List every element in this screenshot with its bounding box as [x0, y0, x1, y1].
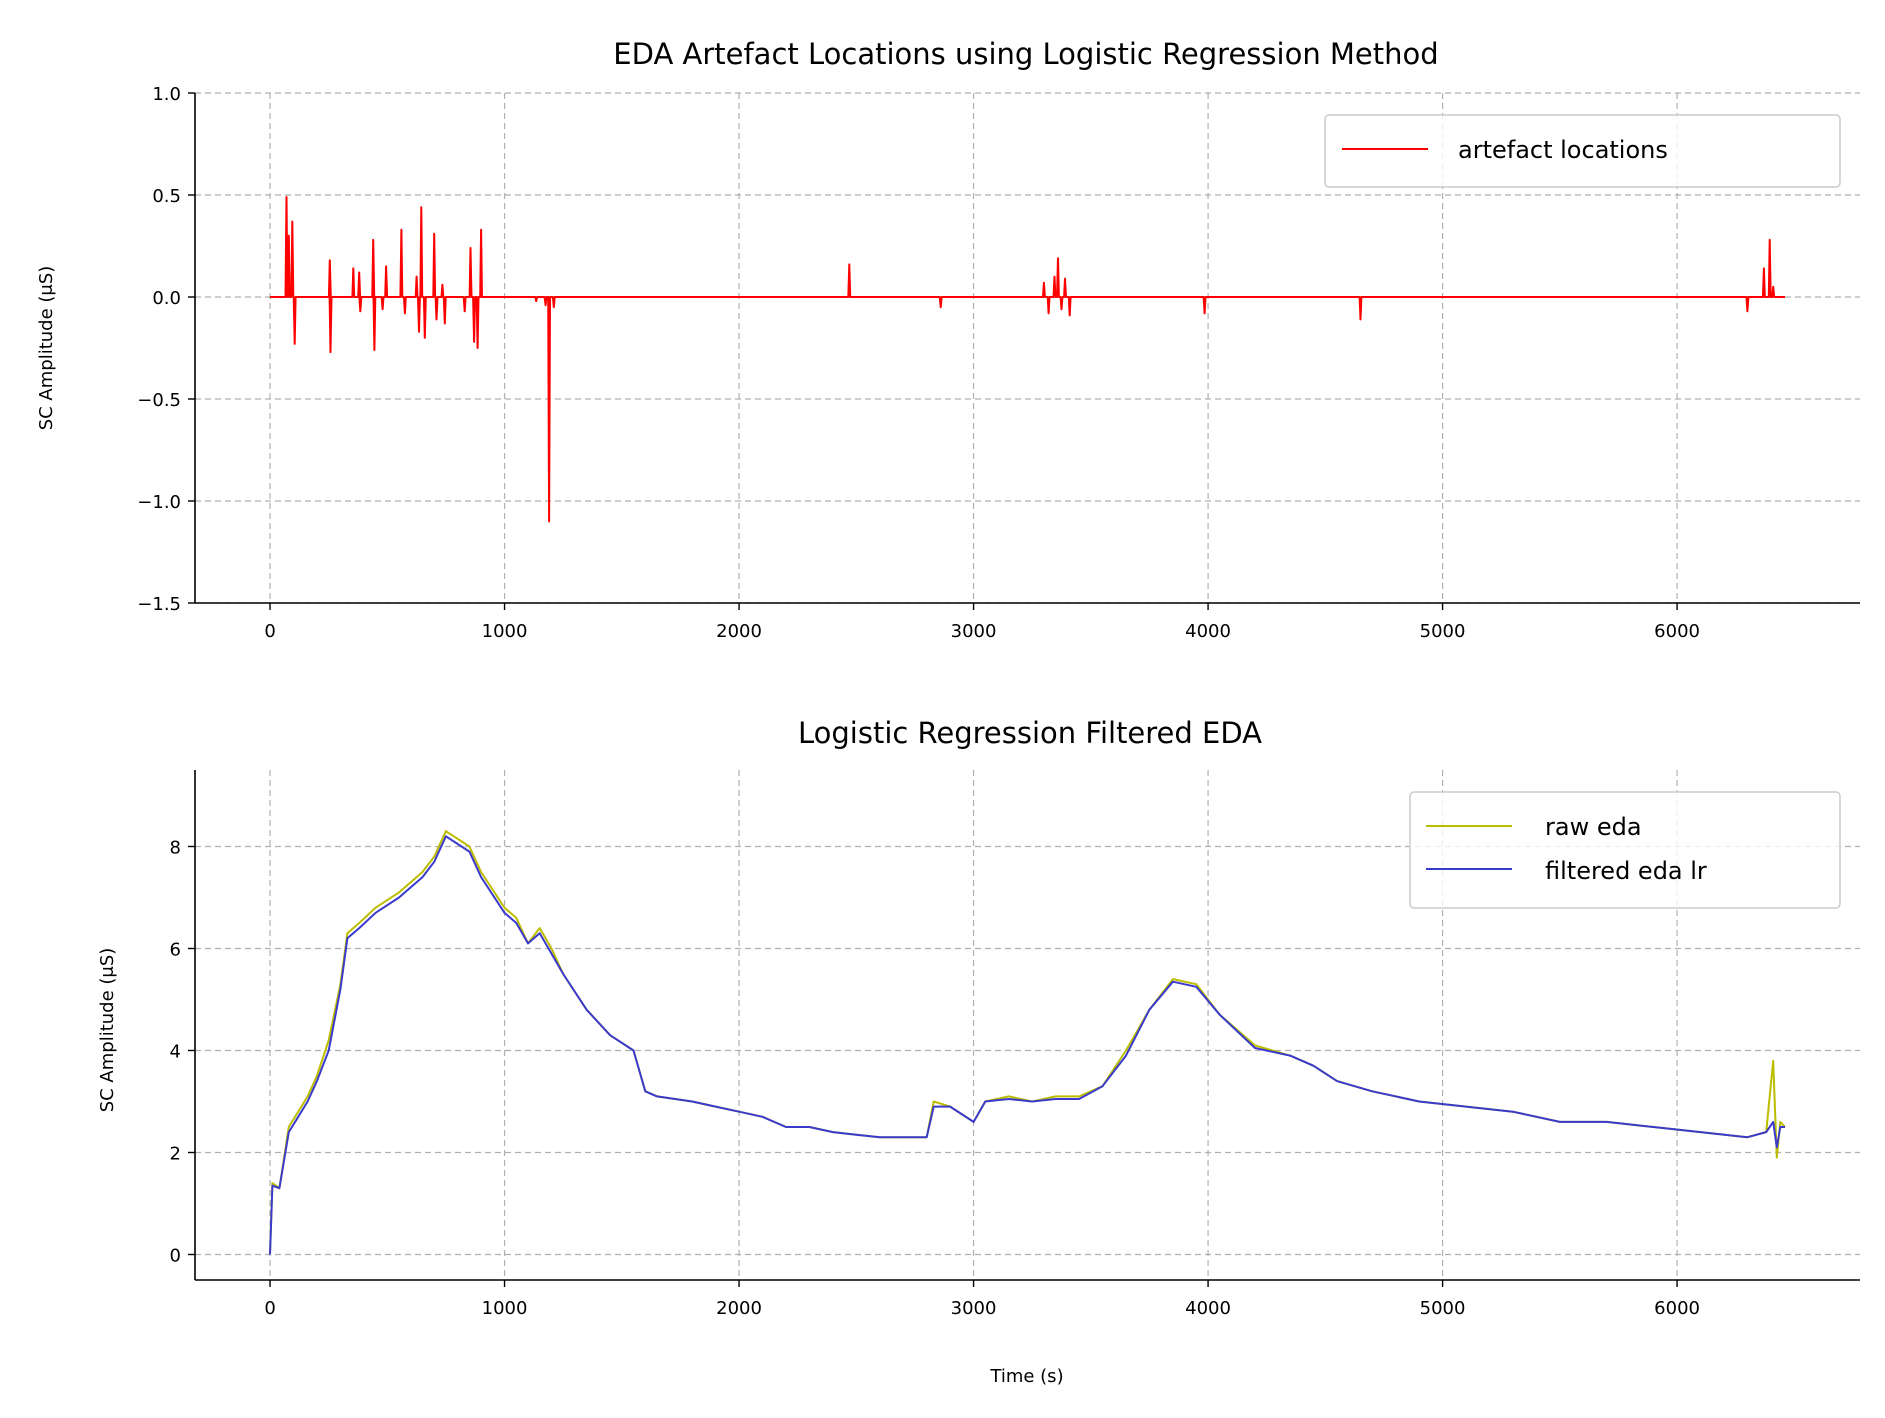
filtered-eda-plot-ytick-label: 0	[170, 1246, 181, 1267]
filtered-eda-plot-xtick-label: 6000	[1654, 1298, 1700, 1319]
filtered-eda-plot-legend: raw eda filtered eda lr	[1409, 791, 1841, 909]
artefact-plot-legend: artefact locations	[1324, 114, 1841, 188]
filtered-eda-plot: Logistic Regression Filtered EDA 0 1000 20…	[97, 716, 1860, 1387]
legend-frame	[1409, 791, 1841, 909]
artefact-plot-xtick-label: 3000	[951, 621, 997, 642]
filtered-eda-plot-ytick-label: 8	[170, 838, 181, 859]
filtered-eda-plot-ytick-label: 4	[170, 1042, 181, 1063]
artefact-plot-xtick-label: 4000	[1185, 621, 1231, 642]
artefact-plot-xtick-label: 0	[264, 621, 275, 642]
artefact-plot-title: EDA Artefact Locations using Logistic Re…	[613, 37, 1438, 71]
legend-label-filtered: filtered eda lr	[1545, 857, 1707, 885]
legend-frame	[1324, 114, 1841, 188]
filtered-eda-plot-xtick-label: 4000	[1185, 1298, 1231, 1319]
artefact-plot-series	[270, 196, 1785, 523]
filtered-eda-plot-xtick-label: 0	[264, 1298, 275, 1319]
artefact-plot-ytick-label: −1.0	[137, 492, 181, 513]
artefact-plot-xtick-label: 6000	[1654, 621, 1700, 642]
filtered-eda-plot-xlabel: Time (s)	[989, 1366, 1063, 1387]
artefact-plot-xtick-label: 5000	[1420, 621, 1466, 642]
artefact-plot-ytick-label: 0.5	[152, 186, 181, 207]
filtered-eda-plot-xtick-label: 5000	[1420, 1298, 1466, 1319]
series-line-artefact-locations	[270, 196, 1785, 523]
filtered-eda-plot-ytick-label: 6	[170, 940, 181, 961]
artefact-plot-xtick-label: 1000	[482, 621, 528, 642]
artefact-plot-ticks: 0 1000 2000 3000 4000 5000 6000 1.0 0.5 0.0 −0.5 −1…	[137, 84, 1700, 642]
artefact-plot-ytick-label: 1.0	[152, 84, 181, 105]
artefact-plot-xtick-label: 2000	[716, 621, 762, 642]
artefact-plot-ytick-label: −1.5	[137, 594, 181, 615]
filtered-eda-plot-ticks: 0 1000 2000 3000 4000 5000 6000 8 6 4 2 0	[170, 838, 1700, 1320]
filtered-eda-plot-xtick-label: 1000	[482, 1298, 528, 1319]
filtered-eda-plot-series	[269, 830, 1786, 1255]
series-line-filtered-eda-lr	[269, 835, 1785, 1255]
artefact-plot-ylabel: SC Amplitude (μS)	[36, 266, 57, 431]
filtered-eda-plot-title: Logistic Regression Filtered EDA	[798, 716, 1262, 750]
legend-label-artefact: artefact locations	[1458, 136, 1668, 164]
legend-label-raw: raw eda	[1545, 813, 1642, 841]
filtered-eda-plot-xtick-label: 2000	[716, 1298, 762, 1319]
artefact-plot: EDA Artefact Locations using Logistic Re…	[36, 37, 1860, 642]
filtered-eda-plot-xtick-label: 3000	[951, 1298, 997, 1319]
filtered-eda-plot-ytick-label: 2	[170, 1144, 181, 1165]
filtered-eda-plot-ylabel: SC Amplitude (μS)	[97, 948, 118, 1113]
artefact-plot-ytick-label: 0.0	[152, 288, 181, 309]
artefact-plot-ytick-label: −0.5	[137, 390, 181, 411]
